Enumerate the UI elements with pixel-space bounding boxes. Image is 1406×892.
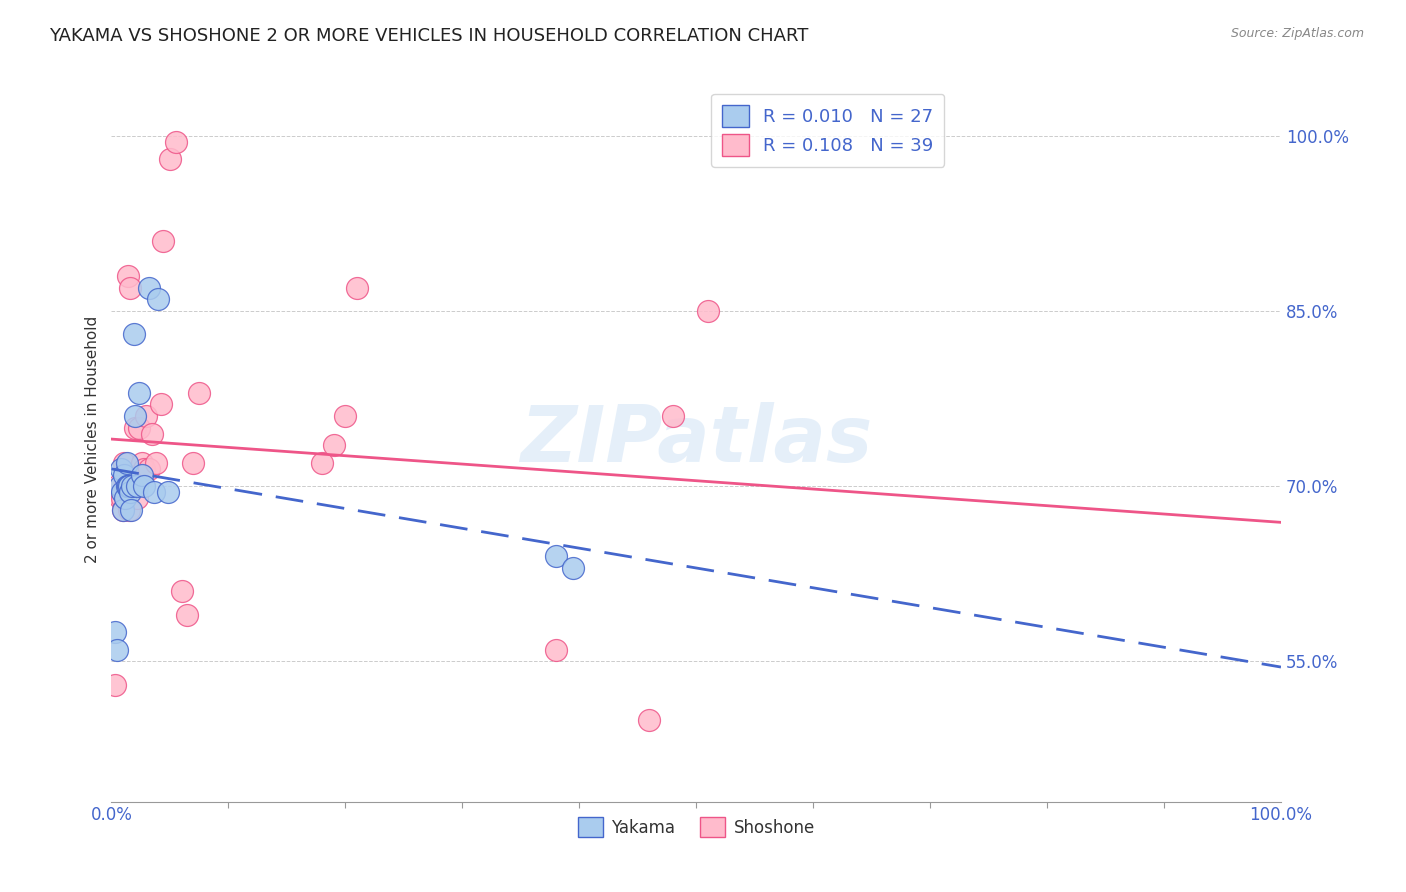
Point <box>115 456 138 470</box>
Point <box>112 502 135 516</box>
Point <box>112 456 135 470</box>
Point <box>138 281 160 295</box>
Point <box>104 678 127 692</box>
Y-axis label: 2 or more Vehicles in Household: 2 or more Vehicles in Household <box>86 316 100 563</box>
Point <box>134 479 156 493</box>
Point <box>117 268 139 283</box>
Point <box>118 502 141 516</box>
Point <box>135 409 157 424</box>
Point <box>128 421 150 435</box>
Point <box>108 479 131 493</box>
Point <box>120 502 142 516</box>
Point <box>117 479 139 493</box>
Point <box>122 327 145 342</box>
Point <box>188 385 211 400</box>
Point <box>141 426 163 441</box>
Point <box>131 456 153 470</box>
Point <box>346 281 368 295</box>
Point <box>128 385 150 400</box>
Point <box>159 152 181 166</box>
Point <box>181 456 204 470</box>
Point <box>322 438 344 452</box>
Point <box>544 642 567 657</box>
Point <box>156 485 179 500</box>
Point <box>142 485 165 500</box>
Point <box>118 479 141 493</box>
Point <box>145 456 167 470</box>
Point <box>115 479 138 493</box>
Point <box>105 642 128 657</box>
Point <box>125 479 148 493</box>
Point <box>134 461 156 475</box>
Legend: Yakama, Shoshone: Yakama, Shoshone <box>571 810 821 844</box>
Point <box>124 421 146 435</box>
Point <box>176 607 198 622</box>
Point <box>124 409 146 424</box>
Text: ZIPatlas: ZIPatlas <box>520 401 872 477</box>
Point <box>110 461 132 475</box>
Point <box>111 485 134 500</box>
Point <box>544 549 567 564</box>
Point <box>638 713 661 727</box>
Point <box>111 491 134 505</box>
Point <box>148 293 170 307</box>
Point <box>131 467 153 482</box>
Point <box>112 467 135 482</box>
Text: Source: ZipAtlas.com: Source: ZipAtlas.com <box>1230 27 1364 40</box>
Point <box>104 625 127 640</box>
Point <box>115 467 138 482</box>
Point <box>138 461 160 475</box>
Point <box>165 135 187 149</box>
Point <box>120 281 142 295</box>
Point <box>696 304 718 318</box>
Point <box>112 502 135 516</box>
Point <box>108 491 131 505</box>
Text: YAKAMA VS SHOSHONE 2 OR MORE VEHICLES IN HOUSEHOLD CORRELATION CHART: YAKAMA VS SHOSHONE 2 OR MORE VEHICLES IN… <box>49 27 808 45</box>
Point <box>120 479 142 493</box>
Point <box>114 479 136 493</box>
Point <box>562 561 585 575</box>
Point <box>335 409 357 424</box>
Point <box>170 584 193 599</box>
Point <box>152 234 174 248</box>
Point <box>121 479 143 493</box>
Point <box>127 479 149 493</box>
Point <box>662 409 685 424</box>
Point <box>311 456 333 470</box>
Point <box>121 479 143 493</box>
Point <box>105 479 128 493</box>
Point <box>114 491 136 505</box>
Point <box>120 485 142 500</box>
Point <box>149 397 172 411</box>
Point <box>127 491 149 505</box>
